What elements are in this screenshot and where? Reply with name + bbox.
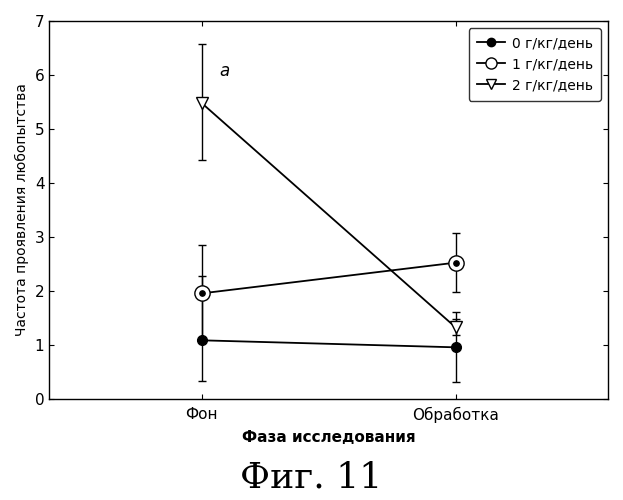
Legend: 0 г/кг/день, 1 г/кг/день, 2 г/кг/день: 0 г/кг/день, 1 г/кг/день, 2 г/кг/день (468, 28, 601, 101)
X-axis label: Фаза исследования: Фаза исследования (242, 430, 416, 445)
Text: a: a (219, 62, 230, 80)
Y-axis label: Частота проявления любопытства: Частота проявления любопытства (15, 84, 29, 336)
Text: Фиг. 11: Фиг. 11 (240, 461, 383, 495)
